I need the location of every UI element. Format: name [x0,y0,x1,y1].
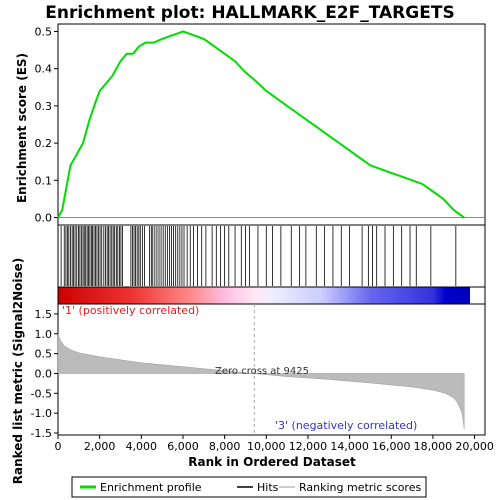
ranking-metric-area [57,333,465,430]
es-y-ticks: 0.0 0.1 0.2 0.3 0.4 0.5 [35,25,58,225]
positive-label: '1' (positively correlated) [62,304,199,317]
es-panel-frame [57,23,486,226]
x-tick-label: 6,000 [167,440,199,453]
metric-y-tick-label: -1.5 [31,427,52,440]
es-y-axis-label: Enrichment score (ES) [15,53,29,203]
x-tick-label: 14,000 [330,440,369,453]
metric-y-tick-label: 0.5 [35,348,53,361]
x-tick-label: 20,000 [455,440,494,453]
es-y-tick-label: 0.5 [35,25,53,38]
enrichment-profile-line [57,30,465,219]
x-tick-label: 12,000 [289,440,328,453]
metric-y-ticks: 1.5 1.0 0.5 0.0 -0.5 -1.0 -1.5 [31,308,58,440]
legend-hits-label: Hits [257,481,279,494]
metric-y-axis-label: Ranked list metric (Signal2Noise) [11,258,25,485]
es-y-tick-label: 0.1 [35,174,53,187]
x-axis-label: Rank in Ordered Dataset [188,455,356,469]
es-y-tick-label: 0.2 [35,137,53,150]
x-tick-label: 4,000 [126,440,158,453]
metric-y-tick-label: 1.0 [35,328,53,341]
rank-color-bar [58,287,470,304]
hits-markers [60,226,457,286]
negative-label: '3' (negatively correlated) [275,419,417,432]
x-tick-label: 16,000 [372,440,411,453]
es-y-tick-label: 0.3 [35,100,53,113]
metric-y-tick-label: -0.5 [31,387,52,400]
x-tick-label: 2,000 [84,440,116,453]
es-y-tick-label: 0.4 [35,63,53,76]
x-axis-ticks: 0 2,000 4,000 6,000 8,000 10,000 12,000 14,000 1… [55,435,494,453]
x-tick-label: 0 [55,440,62,453]
metric-y-tick-label: 1.5 [35,308,53,321]
x-tick-label: 8,000 [209,440,241,453]
metric-y-tick-label: 0.0 [35,367,53,380]
x-tick-label: 18,000 [414,440,453,453]
metric-y-tick-label: -1.0 [31,407,52,420]
es-y-tick-label: 0.0 [35,212,53,225]
chart-title: Enrichment plot: HALLMARK_E2F_TARGETS [45,3,454,23]
x-tick-label: 10,000 [247,440,286,453]
legend-profile-label: Enrichment profile [100,481,202,494]
zero-cross-label: Zero cross at 9425 [215,366,309,377]
hits-panel-frame [57,224,486,288]
legend-metric-label: Ranking metric scores [299,481,421,494]
